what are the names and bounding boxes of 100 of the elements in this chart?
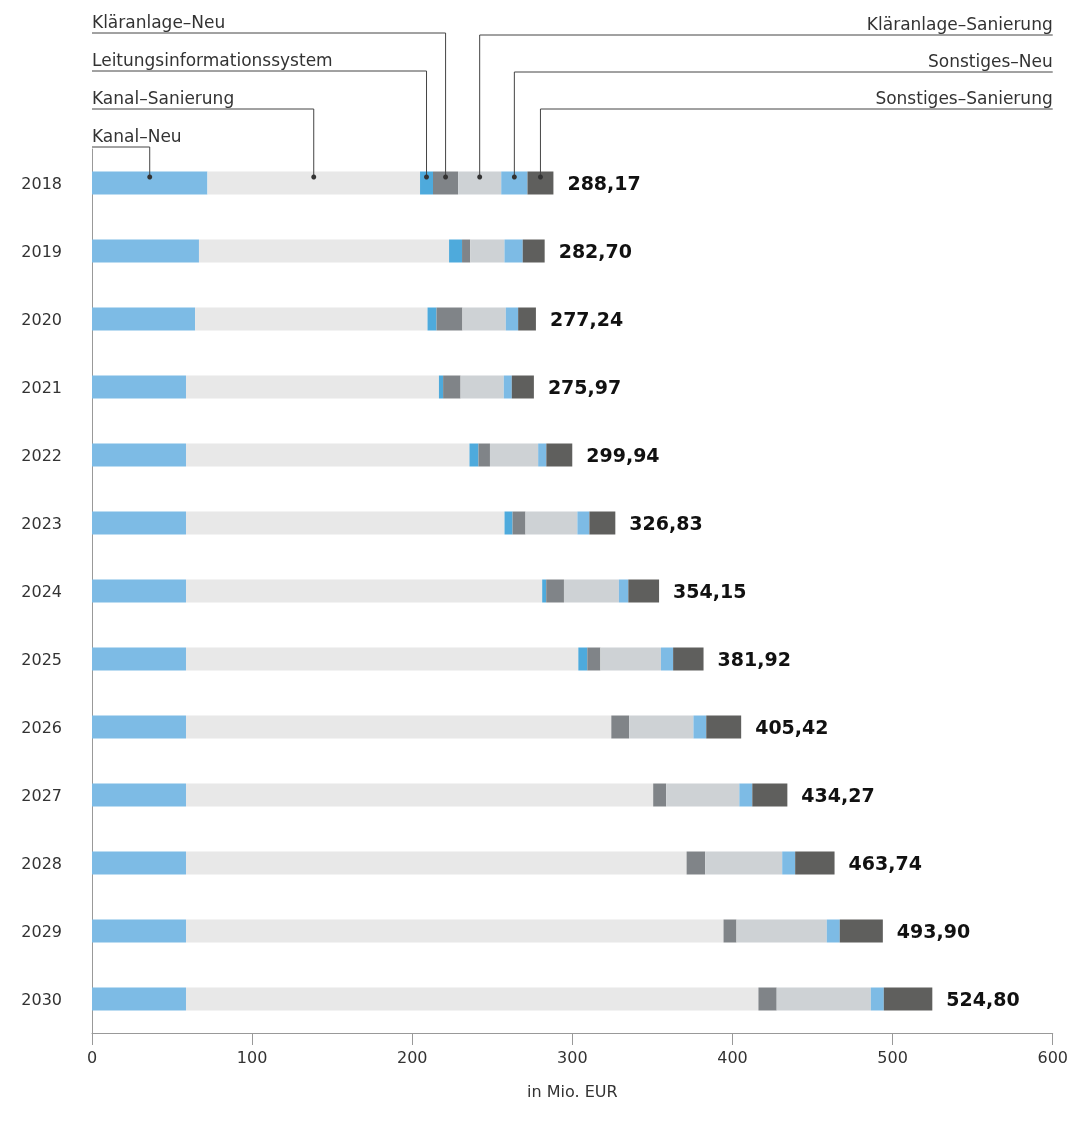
total-label: 381,92: [717, 648, 791, 670]
total-label: 326,83: [629, 512, 703, 534]
bar: [673, 647, 704, 671]
bar: [527, 171, 554, 195]
bar: [525, 511, 578, 535]
y-tick-label: 2022: [21, 445, 62, 465]
bar: [628, 579, 660, 603]
bar: [752, 783, 788, 807]
bar: [420, 171, 434, 195]
total-label: 405,42: [755, 716, 829, 738]
bar: [505, 307, 519, 331]
total-label: 524,80: [946, 988, 1020, 1010]
x-axis-title: in Mio. EUR: [527, 1081, 618, 1101]
bar: [438, 375, 444, 399]
bar: [577, 511, 590, 535]
bar: [92, 443, 186, 467]
y-tick-label: 2026: [21, 717, 62, 737]
bar: [207, 171, 421, 195]
y-tick-label: 2027: [21, 785, 62, 805]
y-tick-label: 2025: [21, 649, 62, 669]
text: Kanal–Sanierung: [92, 87, 235, 108]
bar: [705, 851, 783, 875]
bar: [504, 511, 513, 535]
x-tick-label: 400: [717, 1047, 748, 1067]
x-tick-label: 600: [1037, 1047, 1068, 1067]
bar: [653, 783, 667, 807]
bar: [870, 987, 884, 1011]
bar: [518, 307, 536, 331]
bar: [185, 443, 470, 467]
bar: [542, 579, 547, 603]
y-tick-label: 2023: [21, 513, 62, 533]
bar: [522, 239, 545, 263]
bar: [503, 375, 512, 399]
bar: [489, 443, 539, 467]
bar: [92, 511, 186, 535]
bar: [782, 851, 796, 875]
total-label: 282,70: [558, 240, 632, 262]
bar: [600, 647, 661, 671]
bar: [660, 647, 674, 671]
total-label: 463,74: [848, 852, 922, 874]
bar: [776, 987, 871, 1011]
bar: [433, 171, 459, 195]
bar: [92, 579, 186, 603]
y-tick-label: 2030: [21, 989, 62, 1009]
bar: [739, 783, 753, 807]
bar: [198, 239, 450, 263]
text: Kläranlage–Sanierung: [866, 13, 1053, 34]
bar: [460, 375, 504, 399]
bar: [185, 579, 543, 603]
bar: [629, 715, 694, 739]
text: Leitungsinformationssystem: [92, 49, 333, 70]
bar: [92, 171, 208, 195]
bar: [185, 851, 687, 875]
y-tick-label: 2021: [21, 377, 62, 397]
bar: [185, 647, 579, 671]
bar: [92, 647, 186, 671]
bar: [462, 307, 506, 331]
bar: [589, 511, 616, 535]
total-label: 277,24: [549, 308, 624, 330]
x-tick-label: 200: [396, 1047, 428, 1067]
bar: [92, 375, 186, 399]
series-label: Kanal–Neu: [92, 125, 182, 146]
y-tick-label: 2020: [21, 309, 62, 329]
bar: [618, 579, 629, 603]
bar: [736, 919, 827, 943]
text: Kläranlage–Neu: [92, 11, 226, 32]
y-tick-label: 2018: [21, 173, 62, 193]
bar: [449, 239, 463, 263]
x-tick-label: 300: [557, 1047, 588, 1067]
x-tick-label: 500: [877, 1047, 908, 1067]
bar: [546, 579, 564, 603]
bar: [611, 715, 630, 739]
bar: [511, 375, 534, 399]
x-tick-label: 100: [236, 1047, 268, 1067]
x-tick-label: 0: [86, 1047, 98, 1067]
bar: [185, 987, 759, 1011]
bar: [185, 783, 654, 807]
total-label: 434,27: [801, 784, 875, 806]
bar: [706, 715, 742, 739]
bar: [826, 919, 840, 943]
bar: [470, 239, 505, 263]
y-tick-label: 2028: [21, 853, 62, 873]
y-tick-label: 2019: [21, 241, 62, 261]
bar: [478, 443, 490, 467]
bar: [512, 511, 526, 535]
bar: [686, 851, 706, 875]
bar: [546, 443, 573, 467]
bar: [587, 647, 601, 671]
bar: [185, 511, 505, 535]
text: Sonstiges–Neu: [927, 50, 1053, 71]
total-label: 288,17: [567, 172, 641, 194]
bar: [436, 307, 463, 331]
bar: [723, 919, 737, 943]
bar: [693, 715, 707, 739]
bar: [92, 987, 186, 1011]
bar: [563, 579, 619, 603]
bar: [92, 307, 196, 331]
bar: [462, 239, 471, 263]
bar: [185, 375, 439, 399]
bar: [458, 171, 502, 195]
